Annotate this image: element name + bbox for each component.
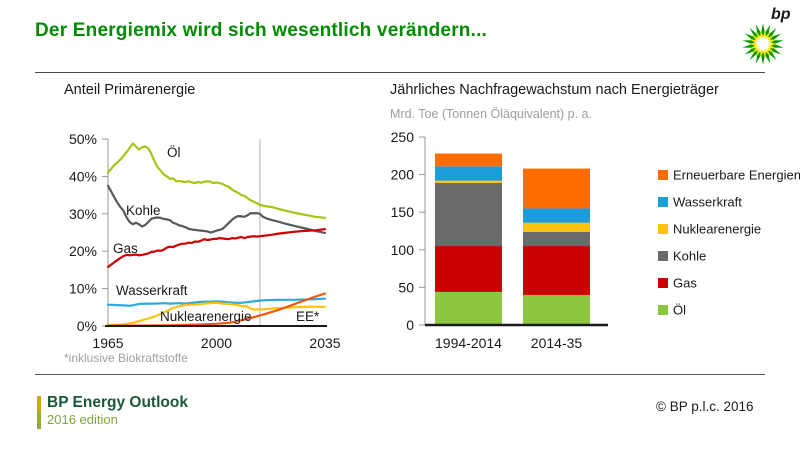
bar-segment-Öl — [435, 291, 502, 325]
left-chart-title: Anteil Primärenergie — [64, 82, 196, 98]
legend-label: Nuklearenergie — [673, 222, 761, 237]
line-series-EE* — [106, 292, 327, 327]
series-label-EE*: EE* — [296, 309, 320, 324]
legend-swatch — [658, 251, 668, 261]
footer-brand: BP Energy Outlook — [47, 394, 188, 411]
legend-swatch — [658, 278, 668, 288]
legend-label: Gas — [673, 276, 697, 291]
series-label-Kohle: Kohle — [126, 203, 161, 218]
bar-segment-Wasserkraft — [523, 208, 590, 223]
page-title: Der Energiemix wird sich wesentlich verä… — [35, 20, 488, 41]
bar-segment-Kohle — [523, 231, 590, 247]
helios-center — [757, 38, 769, 50]
bp-helios-icon — [742, 23, 784, 65]
series-label-Wasserkraft: Wasserkraft — [116, 283, 188, 298]
footer-accent-bar-bottom — [37, 412, 41, 429]
footer-edition: 2016 edition — [47, 412, 118, 427]
right-chart-subtitle: Mrd. Toe (Tonnen Öläquivalent) p. a. — [390, 107, 592, 121]
y-tick-label: 200 — [391, 167, 415, 183]
bar-segment-Kohle — [435, 182, 502, 247]
right-chart-title: Jährliches Nachfragewachstum nach Energi… — [390, 82, 719, 98]
bp-logo: bp — [742, 6, 791, 65]
footer-divider — [35, 374, 765, 375]
line-series-Wasserkraft — [106, 297, 327, 307]
line-series-Gas — [106, 228, 327, 268]
y-tick-label: 10% — [69, 281, 97, 297]
x-tick-label: 2035 — [309, 335, 340, 351]
y-tick-label: 0 — [406, 317, 414, 333]
legend-label: Erneuerbare Energien* — [673, 168, 800, 183]
y-tick-label: 50 — [398, 279, 414, 295]
bar-segment-Nuklearenergie — [435, 180, 502, 183]
legend-label: Öl — [673, 303, 686, 318]
footer-accent-bar-top — [37, 396, 41, 412]
bar-segment-Nuklearenergie — [523, 222, 590, 232]
bar-category-label: 2014-35 — [531, 335, 583, 351]
left-chart-footnote: *inklusive Biokraftstoffe — [64, 351, 188, 365]
legend-label: Wasserkraft — [673, 195, 742, 210]
y-tick-label: 0% — [77, 318, 97, 334]
y-tick-label: 40% — [69, 168, 97, 184]
x-tick-label: 1965 — [92, 335, 123, 351]
line-series-Öl — [106, 142, 327, 219]
bar-segment-Gas — [523, 246, 590, 295]
y-tick-label: 30% — [69, 206, 97, 222]
bar-category-label: 1994-2014 — [435, 335, 502, 351]
y-tick-label: 150 — [391, 204, 415, 220]
copyright-text: © BP p.l.c. 2016 — [656, 399, 754, 414]
legend-swatch — [658, 197, 668, 207]
bar-segment-Gas — [435, 246, 502, 292]
x-tick-label: 2000 — [201, 335, 232, 351]
bar-segment-Wasserkraft — [435, 166, 502, 181]
line-series-Nuklearenergie — [106, 301, 327, 327]
y-tick-label: 20% — [69, 243, 97, 259]
y-tick-label: 250 — [391, 129, 415, 145]
line-series-Kohle — [106, 184, 327, 234]
bp-logo-text: bp — [771, 6, 791, 23]
legend-swatch — [658, 224, 668, 234]
y-tick-label: 100 — [391, 242, 415, 258]
bar-segment-Öl — [523, 294, 590, 325]
y-tick-label: 50% — [69, 131, 97, 147]
bar-segment-Erneuerbare Energien* — [523, 168, 590, 209]
legend-label: Kohle — [673, 249, 706, 264]
header-divider — [35, 72, 765, 73]
legend-swatch — [658, 170, 668, 180]
bar-segment-Erneuerbare Energien* — [435, 153, 502, 167]
footer-accent-bar — [37, 396, 41, 429]
series-label-Öl: Öl — [167, 145, 181, 160]
series-label-Nuklearenergie: Nuklearenergie — [160, 309, 252, 324]
legend-swatch — [658, 305, 668, 315]
series-label-Gas: Gas — [113, 241, 138, 256]
